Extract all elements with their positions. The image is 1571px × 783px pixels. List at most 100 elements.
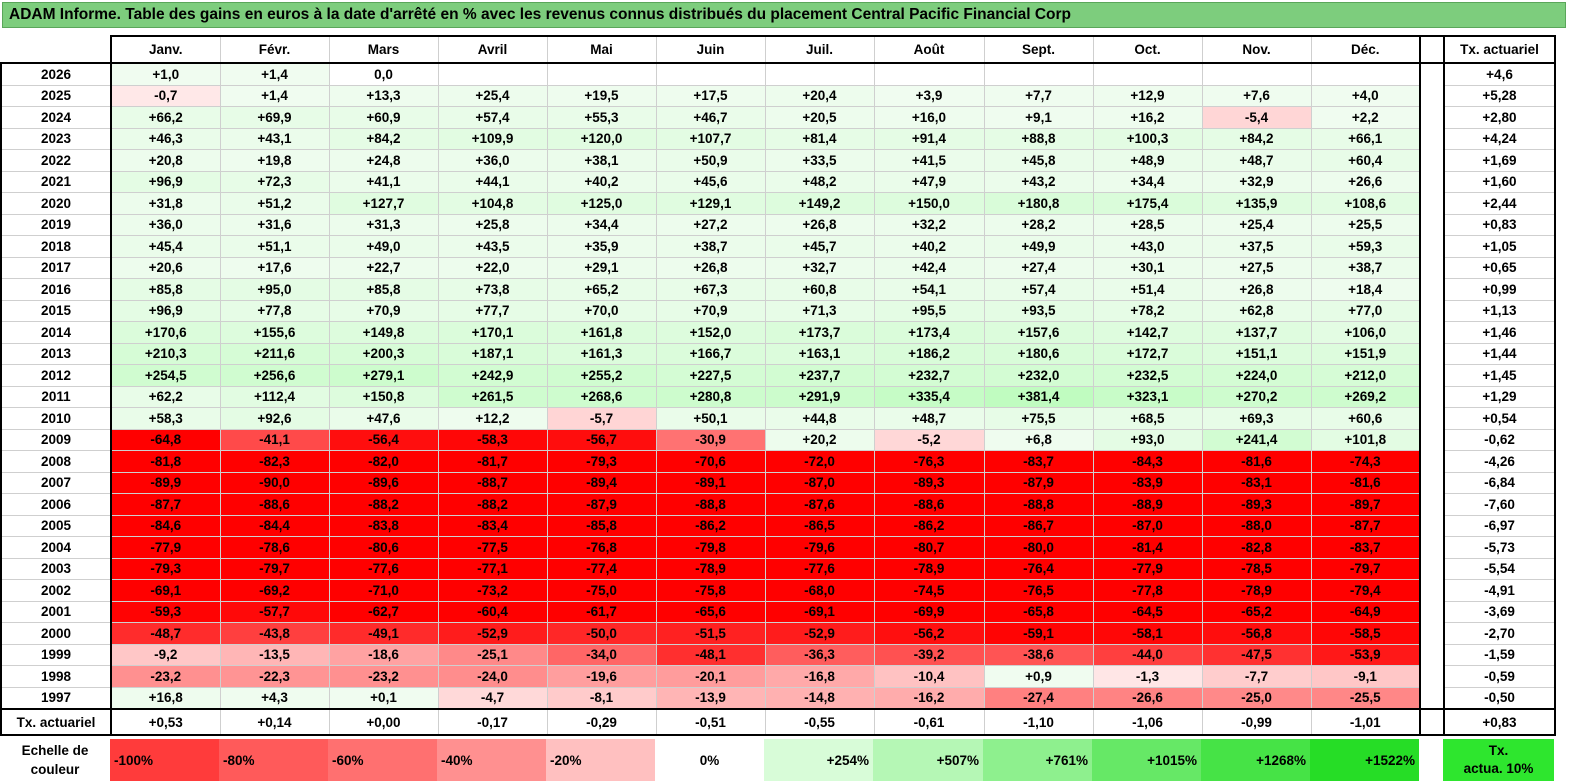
gain-cell: +78,2 (1092, 299, 1203, 322)
year-cell: 1997 (0, 686, 112, 710)
year-cell: 2017 (0, 256, 112, 279)
spacer (1420, 214, 1444, 236)
gain-cell: -58,1 (1092, 622, 1203, 645)
spacer (1420, 278, 1444, 300)
gain-cell: +69,3 (1201, 407, 1312, 430)
gain-cell: -77,9 (110, 536, 221, 559)
gain-cell: -87,0 (1092, 514, 1203, 537)
scale-swatch: +1268% (1201, 739, 1310, 781)
gain-cell: -60,4 (437, 600, 548, 623)
gain-cell: -77,5 (437, 536, 548, 559)
gain-cell: +26,6 (1310, 170, 1421, 193)
gain-cell: +4,0 (1310, 84, 1421, 107)
footer-rate-cell: +0,14 (219, 708, 330, 736)
gain-cell: +16,8 (110, 686, 221, 710)
gain-cell: +25,8 (437, 213, 548, 236)
gain-cell: -61,7 (546, 600, 657, 623)
year-cell: 2010 (0, 407, 112, 430)
year-cell: 1998 (0, 665, 112, 688)
tx-actua-swatch: Tx. actua. 10% (1443, 739, 1554, 781)
gain-cell: -89,9 (110, 471, 221, 494)
gain-cell: -88,6 (219, 493, 330, 516)
gain-cell: +26,8 (1201, 278, 1312, 301)
gain-cell: -84,6 (110, 514, 221, 537)
gains-table: Janv. Févr. Mars Avril Mai Juin Juil. Août Sept.… (0, 35, 1556, 736)
gain-cell: +57,4 (983, 278, 1094, 301)
scale-label: Echelle de couleur (0, 739, 110, 781)
actuarial-cell: -4,26 (1443, 450, 1556, 473)
table-row: 1998 -23,2 -22,3 -23,2 -24,0 -19,6 -20,1 -16,8-… (0, 665, 1556, 688)
footer-rate-cell: -0,61 (873, 708, 985, 736)
gain-cell: +104,8 (437, 192, 548, 215)
gain-cell: -71,0 (328, 579, 439, 602)
gain-cell: -84,3 (1092, 450, 1203, 473)
gain-cell: -76,8 (546, 536, 657, 559)
gain-cell: -89,4 (546, 471, 657, 494)
gain-cell: +142,7 (1092, 321, 1203, 344)
actuarial-cell: -0,50 (1443, 686, 1556, 710)
gain-cell: -86,5 (764, 514, 875, 537)
gain-cell: +20,6 (110, 256, 221, 279)
gain-cell: -78,6 (219, 536, 330, 559)
gain-cell: +227,5 (655, 364, 766, 387)
gain-cell: -4,7 (437, 686, 548, 710)
month-header: Juil. (764, 35, 875, 64)
year-cell: 2020 (0, 192, 112, 215)
scale-swatch: 0% (655, 739, 764, 781)
table-row: 2008 -81,8 -82,3 -82,0 -81,7 -79,3 -70,6 -72,0-… (0, 450, 1556, 473)
spacer (1420, 171, 1444, 193)
gain-cell: -59,3 (110, 600, 221, 623)
gain-cell: +45,4 (110, 235, 221, 258)
gain-cell (655, 62, 766, 86)
gain-cell: -53,9 (1310, 643, 1421, 666)
gain-cell: +13,3 (328, 84, 439, 107)
table-row: 2016 +85,8 +95,0 +85,8 +73,8 +65,2 +67,3 +60,8 +… (0, 278, 1556, 301)
year-cell: 2018 (0, 235, 112, 258)
gain-cell: +149,2 (764, 192, 875, 215)
gain-cell: +155,6 (219, 321, 330, 344)
gain-cell: -23,2 (328, 665, 439, 688)
gain-cell: -65,8 (983, 600, 1094, 623)
gain-cell: +48,9 (1092, 149, 1203, 172)
actuarial-cell: +1,13 (1443, 299, 1556, 322)
gain-cell (873, 62, 985, 86)
year-cell: 1999 (0, 643, 112, 666)
gain-cell: +31,8 (110, 192, 221, 215)
gain-cell: +166,7 (655, 342, 766, 365)
gain-cell: +48,7 (1201, 149, 1312, 172)
gain-cell: +93,5 (983, 299, 1094, 322)
gain-cell: +40,2 (873, 235, 985, 258)
gain-cell: +95,5 (873, 299, 985, 322)
gain-cell: +38,1 (546, 149, 657, 172)
actuarial-cell: +1,29 (1443, 385, 1556, 408)
gain-cell: -81,7 (437, 450, 548, 473)
month-header: Oct. (1092, 35, 1203, 64)
gain-cell: +22,7 (328, 256, 439, 279)
gain-cell: +268,6 (546, 385, 657, 408)
gain-cell: -80,7 (873, 536, 985, 559)
footer-rate-cell: +0,53 (110, 708, 221, 736)
gain-cell: +255,2 (546, 364, 657, 387)
year-cell: 2012 (0, 364, 112, 387)
gain-cell: +19,8 (219, 149, 330, 172)
gain-cell: -47,5 (1201, 643, 1312, 666)
gain-cell: -56,2 (873, 622, 985, 645)
gain-cell: +51,1 (219, 235, 330, 258)
gain-cell: -20,1 (655, 665, 766, 688)
gain-cell: +17,5 (655, 84, 766, 107)
gain-cell: +9,1 (983, 106, 1094, 129)
actuarial-header: Tx. actuariel (1443, 35, 1556, 64)
gain-cell: -87,7 (1310, 514, 1421, 537)
year-cell: 2025 (0, 84, 112, 107)
gain-cell: +65,2 (546, 278, 657, 301)
gain-cell: -48,7 (110, 622, 221, 645)
spacer (1420, 687, 1444, 709)
actuarial-cell: +1,44 (1443, 342, 1556, 365)
gain-cell: +19,5 (546, 84, 657, 107)
gain-cell: +175,4 (1092, 192, 1203, 215)
gain-cell: +1,0 (110, 62, 221, 86)
gain-cell: +22,0 (437, 256, 548, 279)
gain-cell: -43,8 (219, 622, 330, 645)
gain-cell: +30,1 (1092, 256, 1203, 279)
gain-cell: +43,5 (437, 235, 548, 258)
